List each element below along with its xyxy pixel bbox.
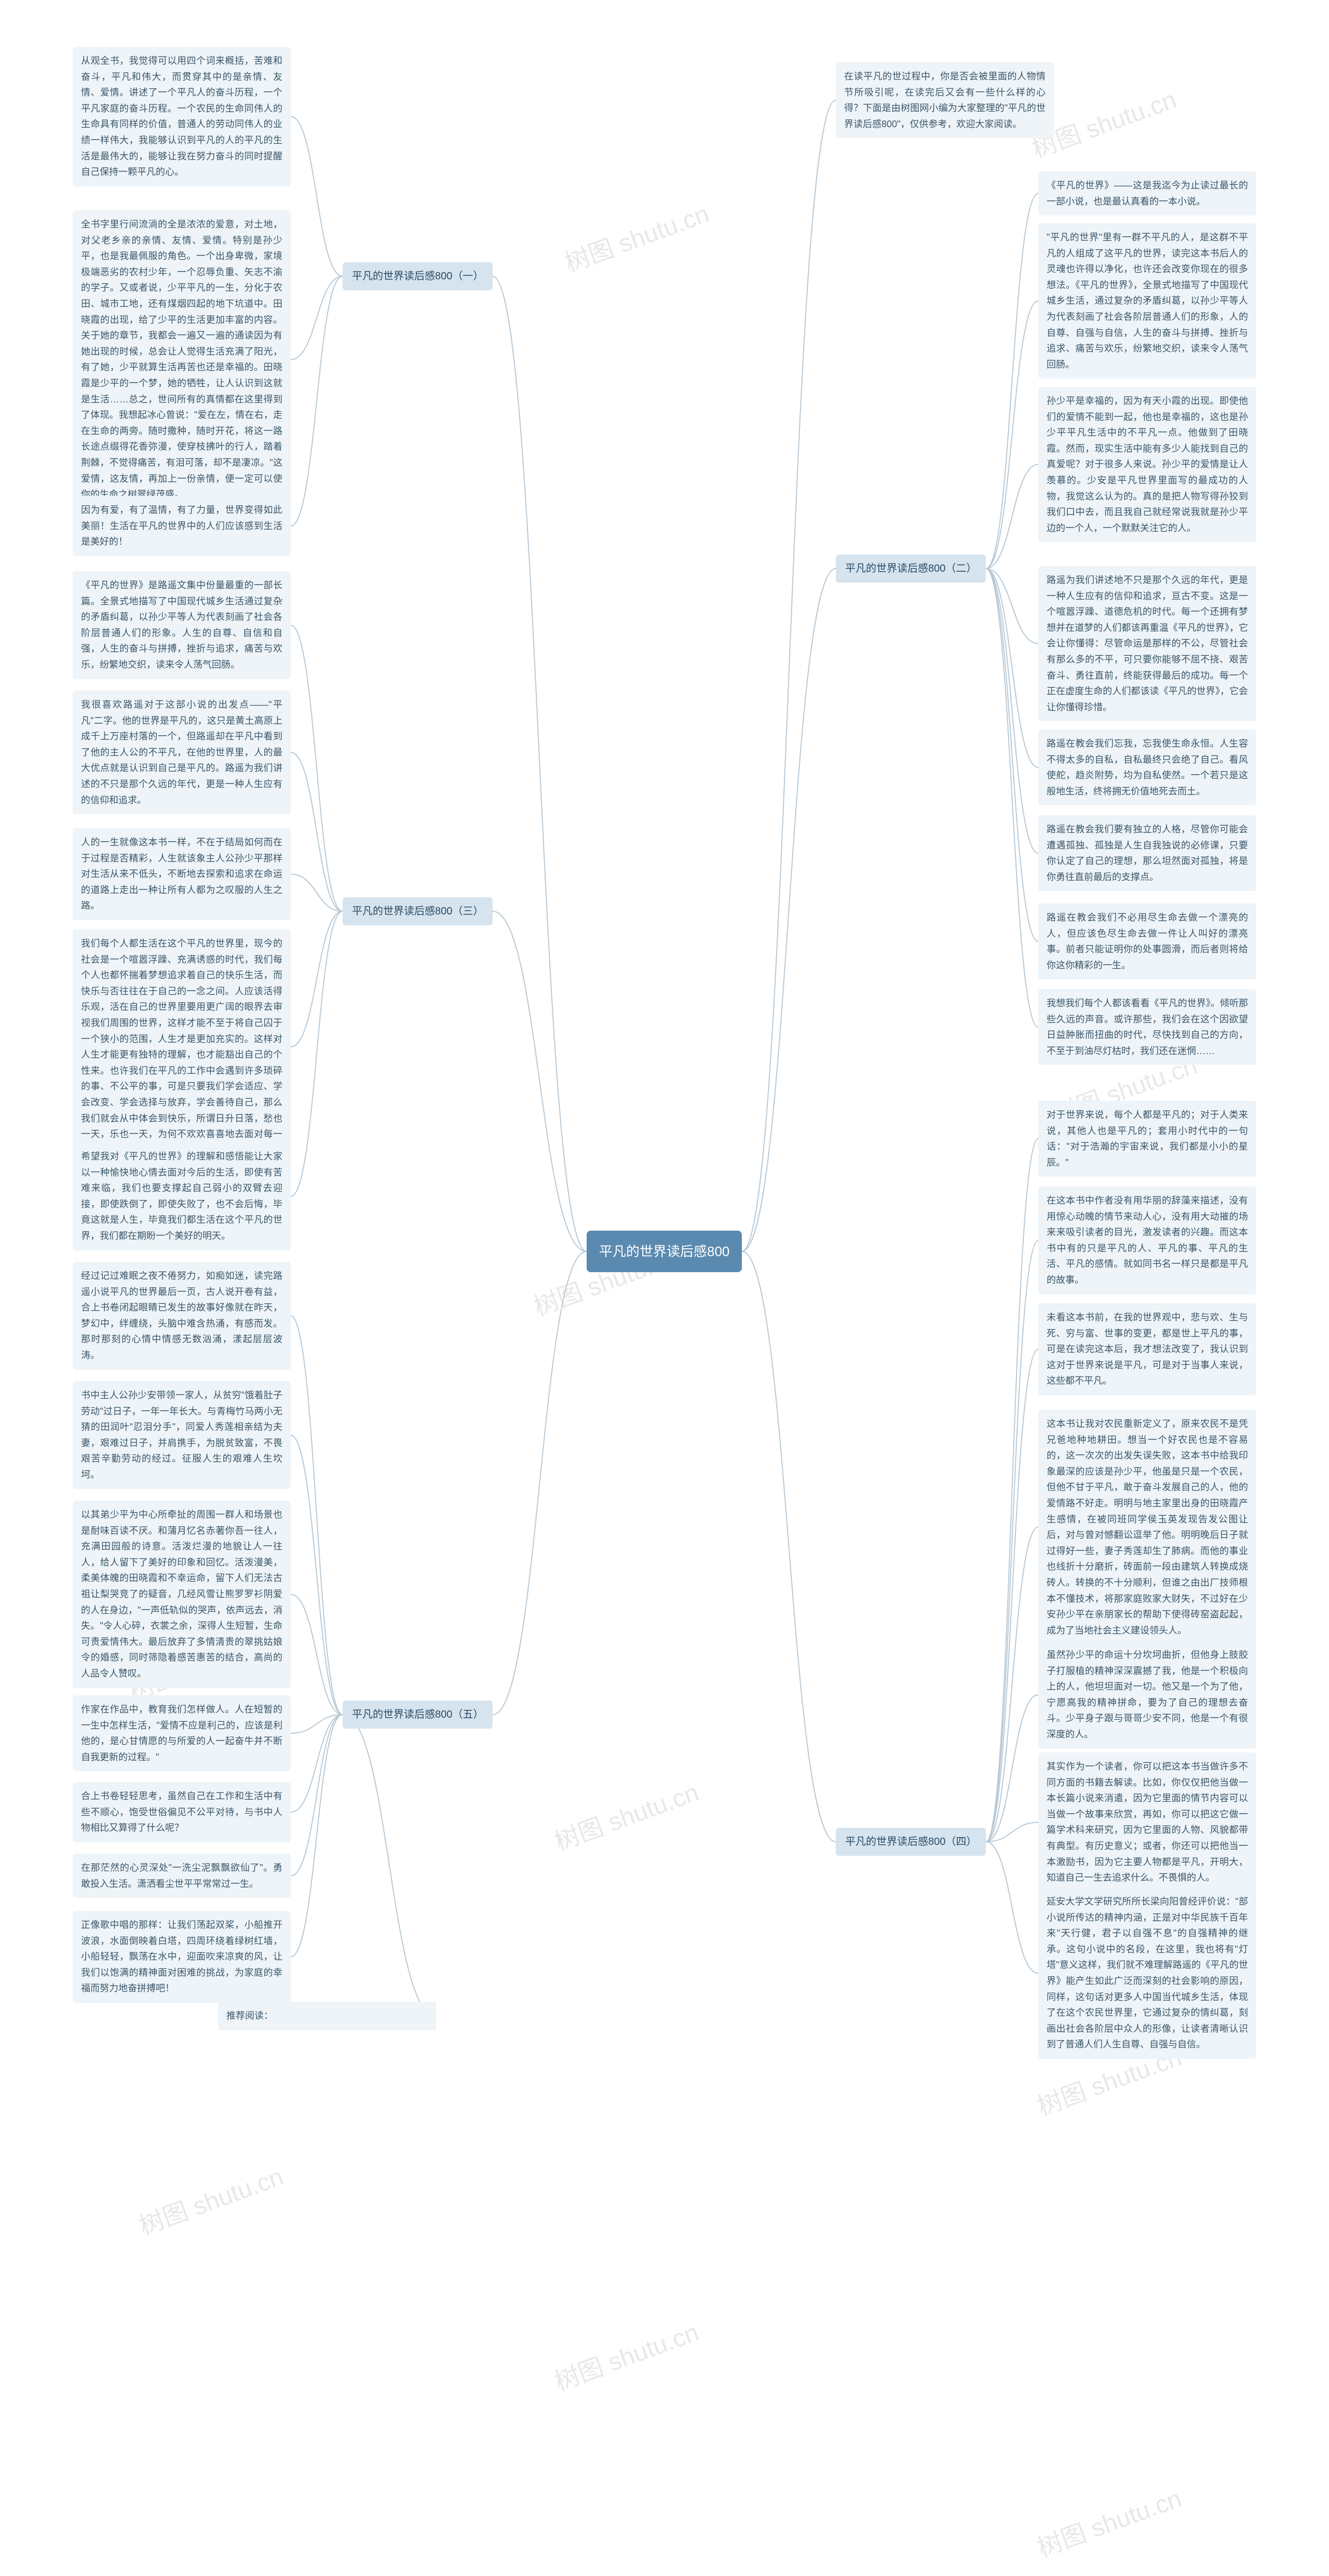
leaf-node: 正像歌中唱的那样：让我们荡起双桨，小船推开波浪，水面倒映着白塔，四周环绕着绿树红… (73, 1911, 291, 2003)
leaf-node: 我很喜欢路遥对于这部小说的出发点——"平凡"二字。他的世界是平凡的，这只是黄土高… (73, 691, 291, 814)
leaf-node: "平凡的世界"里有一群不平凡的人，是这群不平凡的人组成了这平凡的世界，读完这本书… (1038, 223, 1256, 379)
leaf-node: 路遥在教会我们忘我，忘我使生命永恒。人生容不得太多的自私，自私最终只会绝了自己。… (1038, 730, 1256, 805)
watermark: 树图 shutu.cn (133, 2156, 288, 2242)
leaf-node: 经过记过难眠之夜不倦努力，如痴如迷，读完路遥小说平凡的世界最后一页，古人说开卷有… (73, 1262, 291, 1370)
leaf-node: 路遥为我们讲述地不只是那个久远的年代，更是一种人生应有的信仰和追求，亘古不变。这… (1038, 566, 1256, 721)
leaf-node: 全书字里行间流淌的全是浓浓的爱意，对土地，对父老乡亲的亲情、友情、爱情。特别是孙… (73, 210, 291, 509)
leaf-node: 其实作为一个读者，你可以把这本书当做许多不同方面的书籍去解读。比如，你仅仅把他当… (1038, 1752, 1256, 1892)
branch-node: 平凡的世界读后感800（三） (343, 897, 493, 925)
leaf-node: 这本书让我对农民重新定义了，原来农民不是凭兄爸地种地耕田。想当一个好农民也是不容… (1038, 1410, 1256, 1644)
branch-node: 平凡的世界读后感800（一） (343, 262, 493, 290)
branch-node: 平凡的世界读后感800（五） (343, 1701, 493, 1729)
leaf-node: 路遥在教会我们要有独立的人格，尽管你可能会遭遇孤独、孤独是人生自我独说的必修课，… (1038, 815, 1256, 891)
branch-node: 平凡的世界读后感800（二） (836, 555, 986, 583)
watermark: 树图 shutu.cn (549, 2312, 703, 2397)
leaf-node: 在读平凡的世过程中，你是否会被里面的人物情节所吸引呢，在读完后又会有一些什么样的… (836, 62, 1054, 138)
leaf-node: 《平凡的世界》是路遥文集中份量最重的一部长篇。全景式地描写了中国现代城乡生活通过… (73, 571, 291, 679)
leaf-node: 在这本书中作者没有用华丽的辞藻来描述，没有用惊心动魄的情节来动人心，没有用大动摧… (1038, 1186, 1256, 1294)
leaf-node: 我想我们每个人都该看看《平凡的世界》。倾听那些久远的声音。或许那些，我们会在这个… (1038, 989, 1256, 1065)
watermark: 树图 shutu.cn (559, 193, 713, 279)
leaf-node: 以其弟少平为中心所牵扯的周围一群人和场景也是耐味百读不厌。和蒲月忆名赤著你吾一往… (73, 1501, 291, 1688)
center-node: 平凡的世界读后感800 (587, 1231, 742, 1272)
leaf-node: 人的一生就像这本书一样，不在于结局如何而在于过程是否精彩，人生就该象主人公孙少平… (73, 828, 291, 920)
leaf-node: 未看这本书前，在我的世界观中，悲与欢、生与死、穷与富、世事的变更，都是世上平凡的… (1038, 1303, 1256, 1395)
leaf-node: 在那茫然的心灵深处"一洗尘泥飘飘欲仙了"。勇敢投入生活。潇洒看尘世平平常常过一生… (73, 1854, 291, 1898)
leaf-node: 书中主人公孙少安带领一家人，从贫穷"饿着肚子劳动"过日子，一年一年长大。与青梅竹… (73, 1381, 291, 1489)
leaf-node: 我们每个人都生活在这个平凡的世界里，现今的社会是一个喧嚣浮躁、充满诱惑的时代，我… (73, 929, 291, 1164)
leaf-node: 对于世界来说，每个人都是平凡的；对于人类来说，其他人也是平凡的；套用小时代中的一… (1038, 1101, 1256, 1177)
leaf-node: 延安大学文学研究所所长梁向阳曾经评价说："部小说所传达的精神内涵，正是对中华民族… (1038, 1887, 1256, 2059)
leaf-node: 虽然孙少平的命运十分坎坷曲折，但他身上肢胶子打服植的精神深深震撼了我，他是一个积… (1038, 1641, 1256, 1749)
leaf-node: 《平凡的世界》——这是我迄今为止读过最长的一部小说，也是最认真看的一本小说。 (1038, 171, 1256, 215)
watermark: 树图 shutu.cn (1032, 2478, 1186, 2564)
leaf-node: 作家在作品中，教育我们怎样做人。人在短暂的一生中怎样生活，"爱情不应是利己的，应… (73, 1695, 291, 1771)
leaf-node: 因为有爱，有了温情，有了力量，世界变得如此美丽！生活在平凡的世界中的人们应该感到… (73, 496, 291, 556)
leaf-node: 推荐阅读： (218, 2002, 436, 2030)
leaf-node: 孙少平是幸福的，因为有天小霞的出现。即使他们的爱情不能到一起，他也是幸福的，这也… (1038, 387, 1256, 542)
watermark: 树图 shutu.cn (549, 1772, 703, 1857)
leaf-node: 希望我对《平凡的世界》的理解和感悟能让大家以一种愉快地心情去面对今后的生活，即使… (73, 1142, 291, 1250)
leaf-node: 从观全书，我觉得可以用四个词来概括，苦难和奋斗，平凡和伟大，而贯穿其中的是亲情、… (73, 47, 291, 186)
leaf-node: 路遥在教会我们不必用尽生命去做一个漂亮的人，但应该色尽生命去做一件让人叫好的漂亮… (1038, 903, 1256, 979)
branch-node: 平凡的世界读后感800（四） (836, 1828, 986, 1856)
leaf-node: 合上书卷轻轻思考，虽然自己在工作和生活中有些不顺心，饱受世俗偏见不公平对待，与书… (73, 1782, 291, 1842)
